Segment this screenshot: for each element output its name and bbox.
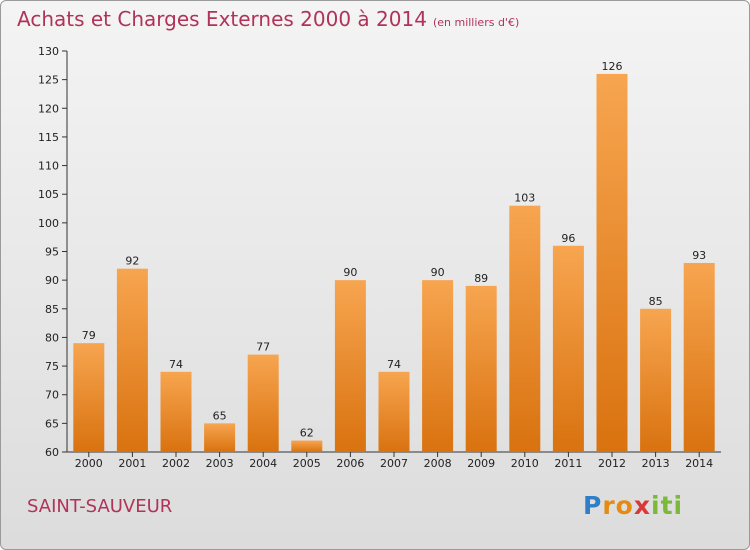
bar [596,73,628,453]
y-tick-label: 70 [45,389,59,402]
bar [509,205,541,452]
x-tick-label: 2004 [249,457,277,470]
y-tick-label: 95 [45,246,59,259]
logo-letter: P [583,491,603,520]
bar [204,423,236,452]
y-tick-label: 60 [45,446,59,459]
bar [247,354,279,452]
x-tick-label: 2011 [554,457,582,470]
y-tick-label: 115 [38,131,59,144]
logo-letter: i [673,491,684,520]
x-tick-label: 2008 [424,457,452,470]
data-label: 79 [82,329,96,342]
x-tick-label: 2009 [467,457,495,470]
commune-name: SAINT-SAUVEUR [27,496,173,517]
x-tick-label: 2002 [162,457,190,470]
bar [73,343,105,452]
proxiti-logo: Proxiti [583,491,683,520]
bar [116,268,148,452]
y-tick-label: 90 [45,274,59,287]
y-tick-label: 85 [45,303,59,316]
x-tick-label: 2003 [206,457,234,470]
chart-title-text: Achats et Charges Externes 2000 à 2014 [17,7,427,31]
data-label: 92 [125,255,139,268]
x-tick-label: 2006 [336,457,364,470]
y-tick-label: 105 [38,188,59,201]
data-label: 74 [169,358,183,371]
data-label: 89 [474,272,488,285]
logo-letter: i [651,491,661,520]
bar [160,371,192,452]
y-tick-label: 125 [38,74,59,87]
data-label: 90 [431,266,445,279]
y-tick-label: 100 [38,217,59,230]
x-tick-label: 2001 [118,457,146,470]
data-label: 93 [692,249,706,262]
bar [378,371,410,452]
logo-letter: r [602,491,616,520]
y-tick-label: 120 [38,102,59,115]
data-label: 90 [343,266,357,279]
data-label: 103 [514,192,535,205]
bar [683,262,715,452]
x-tick-label: 2007 [380,457,408,470]
bar [291,440,323,452]
logo-letter: t [660,491,674,520]
y-tick-label: 65 [45,417,59,430]
data-label: 77 [256,341,270,354]
logo-letter: o [615,491,634,520]
y-tick-label: 80 [45,331,59,344]
data-label: 74 [387,358,401,371]
x-tick-label: 2010 [511,457,539,470]
y-tick-label: 75 [45,360,59,373]
bar [334,280,366,452]
data-label: 65 [213,409,227,422]
bar [552,245,584,452]
y-tick-label: 130 [38,45,59,58]
chart-title: Achats et Charges Externes 2000 à 2014 (e… [17,7,519,31]
data-label: 96 [561,232,575,245]
logo-letter: x [633,491,651,520]
bar [422,280,454,452]
x-tick-label: 2000 [75,457,103,470]
x-tick-label: 2005 [293,457,321,470]
y-tick-label: 110 [38,160,59,173]
data-label: 62 [300,427,314,440]
chart-subtitle: (en milliers d'€) [432,16,520,29]
data-label: 85 [649,295,663,308]
bar [465,285,497,452]
x-tick-label: 2013 [642,457,670,470]
x-tick-label: 2012 [598,457,626,470]
data-label: 126 [602,60,623,73]
bar [640,308,672,452]
x-tick-label: 2014 [685,457,713,470]
